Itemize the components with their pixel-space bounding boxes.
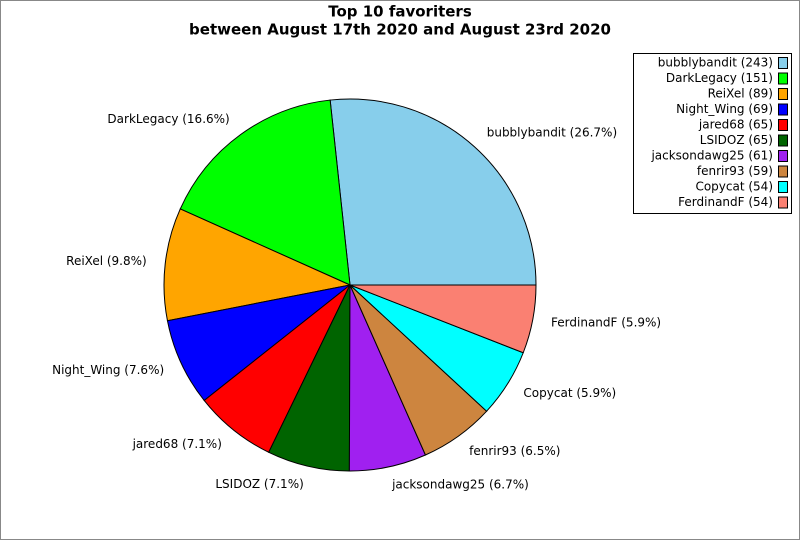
legend-label: LSIDOZ (65) xyxy=(700,133,773,147)
slice-label: Copycat (5.9%) xyxy=(523,386,616,400)
legend-box xyxy=(633,53,792,214)
legend-swatch xyxy=(778,181,788,193)
legend-swatch xyxy=(778,134,788,147)
slice-label: DarkLegacy (16.6%) xyxy=(107,112,229,126)
legend-swatch xyxy=(778,103,788,116)
slice-label: jared68 (7.1%) xyxy=(132,437,222,451)
pie-slice xyxy=(349,284,537,354)
legend-swatch xyxy=(778,57,788,69)
legend-swatch xyxy=(778,165,788,178)
slice-label: ReiXel (9.8%) xyxy=(66,254,147,268)
legend-label: fenrir93 (59) xyxy=(697,164,773,178)
legend-label: DarkLegacy (151) xyxy=(666,71,773,85)
slice-label: LSIDOZ (7.1%) xyxy=(215,477,303,491)
slice-label: Night_Wing (7.6%) xyxy=(52,363,164,377)
legend-swatch xyxy=(778,150,788,162)
legend-label: FerdinandF (54) xyxy=(678,195,773,209)
legend-swatch xyxy=(778,119,788,131)
legend-swatch xyxy=(778,196,788,209)
chart-title: Top 10 favoriters xyxy=(328,3,472,21)
slice-label: jacksondawg25 (6.7%) xyxy=(391,478,529,492)
chart-subtitle: between August 17th 2020 and August 23rd… xyxy=(189,21,611,39)
legend-label: jared68 (65) xyxy=(698,118,773,132)
slice-label: fenrir93 (6.5%) xyxy=(469,444,560,458)
pie-slice xyxy=(163,208,352,322)
slice-label: bubblybandit (26.7%) xyxy=(487,125,617,139)
legend-label: ReiXel (89) xyxy=(708,87,773,101)
pie-slice xyxy=(329,98,537,286)
legend-swatch xyxy=(778,88,788,100)
legend-label: Night_Wing (69) xyxy=(676,102,773,116)
pie-slice xyxy=(179,99,351,286)
legend-label: bubblybandit (243) xyxy=(658,56,773,70)
legend-label: Copycat (54) xyxy=(695,180,773,194)
slice-label: FerdinandF (5.9%) xyxy=(551,315,661,329)
legend-label: jacksondawg25 (61) xyxy=(650,149,773,163)
legend-swatch xyxy=(778,72,788,85)
